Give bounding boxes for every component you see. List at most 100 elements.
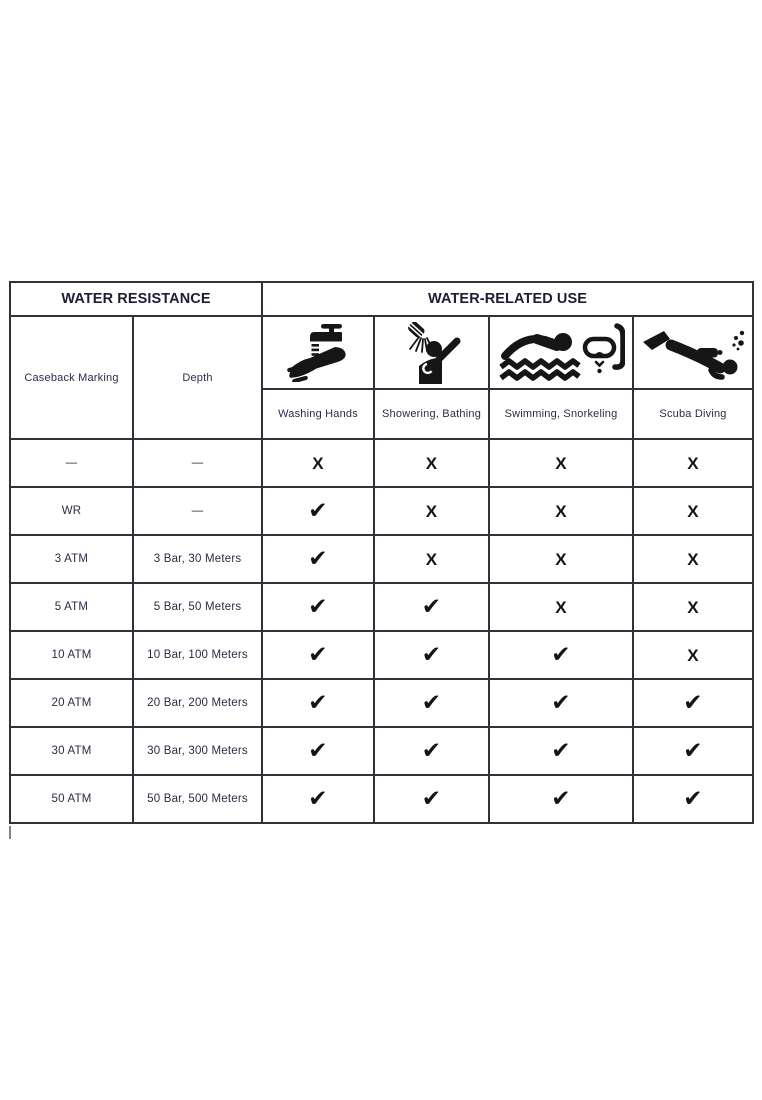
- mark-glyph: ✔: [683, 785, 703, 812]
- depth-value: 3 Bar, 30 Meters: [131, 534, 264, 584]
- use-mark-cell: ✔: [373, 678, 491, 728]
- use-mark-cell: X: [488, 582, 635, 632]
- table-row: 3 ATM 3 Bar, 30 Meters ✔ X X X: [9, 534, 755, 584]
- use-mark-cell: X: [373, 438, 491, 488]
- mark-glyph: ✔: [308, 545, 328, 572]
- use-mark-cell: X: [373, 486, 491, 536]
- use-mark-cell: ✔: [632, 678, 755, 728]
- depth-value: 10 Bar, 100 Meters: [131, 630, 264, 680]
- table-row: — — X X X X: [9, 438, 755, 488]
- table-row: 5 ATM 5 Bar, 50 Meters ✔ ✔ X X: [9, 582, 755, 632]
- mark-glyph: X: [555, 549, 567, 569]
- caseback-marking-value: 30 ATM: [9, 726, 134, 776]
- use-mark-cell: ✔: [261, 774, 376, 824]
- mark-glyph: X: [312, 453, 324, 473]
- use-mark-cell: ✔: [373, 582, 491, 632]
- use-mark-cell: X: [488, 534, 635, 584]
- mark-glyph: ✔: [308, 497, 328, 524]
- use-mark-cell: X: [632, 582, 755, 632]
- depth-column-header: Depth: [131, 315, 264, 440]
- table-row: 30 ATM 30 Bar, 300 Meters ✔ ✔ ✔ ✔: [9, 726, 755, 776]
- caseback-marking-value: 10 ATM: [9, 630, 134, 680]
- use-mark-cell: ✔: [261, 486, 376, 536]
- mark-glyph: ✔: [551, 689, 571, 716]
- mark-glyph: ✔: [683, 737, 703, 764]
- caseback-marking-column-header: Caseback Marking: [9, 315, 134, 440]
- mark-glyph: X: [687, 453, 699, 473]
- use-mark-cell: X: [632, 486, 755, 536]
- washing-hands-icon: [287, 323, 346, 382]
- mark-glyph: ✔: [421, 641, 442, 668]
- water-resistance-header: WATER RESISTANCE: [8, 281, 264, 317]
- showering-bathing-icon: [407, 321, 461, 384]
- table-row: 50 ATM 50 Bar, 500 Meters ✔ ✔ ✔ ✔: [9, 774, 755, 824]
- mark-glyph: X: [555, 453, 567, 473]
- use-mark-cell: ✔: [488, 774, 635, 824]
- table-row: WR — ✔ X X X: [9, 486, 755, 536]
- use-mark-cell: ✔: [261, 582, 376, 632]
- mark-glyph: ✔: [421, 785, 442, 812]
- use-label-scuba-diving: Scuba Diving: [632, 388, 755, 440]
- scuba-diving-icon-cell: [632, 315, 755, 390]
- use-mark-cell: ✔: [261, 678, 376, 728]
- mark-glyph: ✔: [421, 689, 442, 716]
- caseback-marking-value: WR: [9, 486, 134, 536]
- table-row: 20 ATM 20 Bar, 200 Meters ✔ ✔ ✔ ✔: [9, 678, 755, 728]
- use-mark-cell: ✔: [632, 774, 755, 824]
- depth-value: 5 Bar, 50 Meters: [131, 582, 264, 632]
- use-mark-cell: X: [632, 534, 755, 584]
- use-mark-cell: ✔: [488, 678, 635, 728]
- depth-value: 20 Bar, 200 Meters: [131, 678, 264, 728]
- table-use-label-row: Washing Hands Showering, Bathing Swimmin…: [10, 388, 755, 440]
- mark-glyph: ✔: [683, 689, 703, 716]
- swimming-snorkeling-icon-cell: [488, 315, 635, 390]
- use-mark-cell: X: [488, 486, 635, 536]
- use-label-swimming-snorkeling: Swimming, Snorkeling: [488, 388, 635, 440]
- table-group-header-row: WATER RESISTANCE WATER-RELATED USE: [8, 281, 755, 317]
- caseback-marking-value: 5 ATM: [9, 582, 134, 632]
- mark-glyph: X: [555, 597, 567, 617]
- mark-glyph: ✔: [551, 785, 571, 812]
- water-related-use-header: WATER-RELATED USE: [261, 281, 755, 317]
- mark-glyph: ✔: [308, 593, 328, 620]
- use-mark-cell: ✔: [632, 726, 755, 776]
- mark-glyph: ✔: [551, 737, 571, 764]
- use-mark-cell: ✔: [261, 726, 376, 776]
- use-label-showering-bathing: Showering, Bathing: [373, 388, 491, 440]
- mark-glyph: X: [687, 501, 699, 521]
- use-mark-cell: ✔: [261, 630, 376, 680]
- use-mark-cell: ✔: [488, 726, 635, 776]
- use-mark-cell: X: [632, 630, 755, 680]
- caseback-marking-value: —: [9, 438, 134, 488]
- use-mark-cell: X: [488, 438, 635, 488]
- mark-glyph: X: [425, 549, 438, 569]
- scuba-diving-icon: [643, 330, 745, 380]
- mark-glyph: X: [425, 501, 438, 521]
- mark-glyph: ✔: [308, 785, 328, 812]
- mark-glyph: X: [687, 597, 699, 617]
- use-mark-cell: ✔: [261, 534, 376, 584]
- use-mark-cell: X: [261, 438, 376, 488]
- use-label-washing-hands: Washing Hands: [261, 388, 376, 440]
- mark-glyph: X: [425, 453, 438, 473]
- depth-value: —: [131, 438, 264, 488]
- mark-glyph: ✔: [308, 689, 328, 716]
- use-mark-cell: ✔: [373, 630, 491, 680]
- use-mark-cell: X: [373, 534, 491, 584]
- caseback-marking-value: 3 ATM: [9, 534, 134, 584]
- mark-glyph: ✔: [551, 641, 571, 668]
- use-mark-cell: ✔: [488, 630, 635, 680]
- mark-glyph: ✔: [421, 737, 442, 764]
- caseback-marking-value: 50 ATM: [9, 774, 134, 824]
- table-icon-row: Caseback Marking Depth: [9, 315, 755, 440]
- use-mark-cell: ✔: [373, 774, 491, 824]
- mark-glyph: X: [555, 501, 567, 521]
- washing-hands-icon-cell: [261, 315, 376, 390]
- mark-glyph: ✔: [308, 641, 328, 668]
- use-mark-cell: ✔: [373, 726, 491, 776]
- use-mark-cell: X: [632, 438, 755, 488]
- mark-glyph: ✔: [308, 737, 328, 764]
- table-row: 10 ATM 10 Bar, 100 Meters ✔ ✔ ✔ X: [9, 630, 755, 680]
- mark-glyph: ✔: [421, 593, 442, 620]
- mark-glyph: X: [687, 549, 699, 569]
